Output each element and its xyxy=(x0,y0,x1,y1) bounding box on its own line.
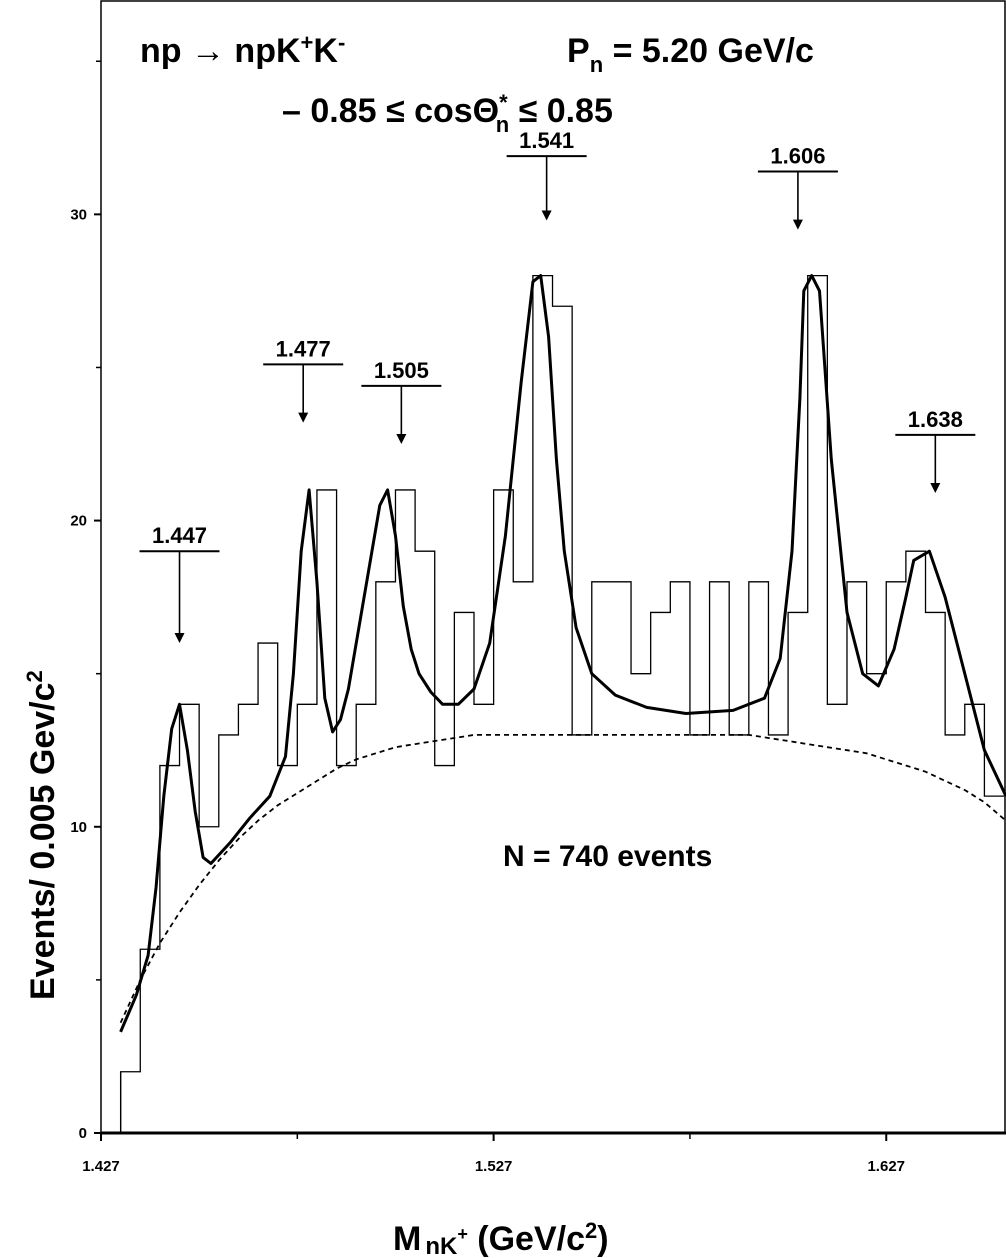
peak-arrow-head xyxy=(298,412,309,423)
x-tick-label: 1.527 xyxy=(475,1158,513,1175)
peak-label: 1.477 xyxy=(276,336,331,361)
axes: 1.427 1.527 1.627 0 10 20 30 xyxy=(70,0,1006,1175)
y-tick-label: 30 xyxy=(70,206,87,223)
peak-label: 1.447 xyxy=(152,523,207,548)
y-axis-title: Events/ 0.005 Gev/c2 xyxy=(22,670,62,1000)
histogram-bins xyxy=(119,274,1005,1133)
x-tick-label: 1.627 xyxy=(867,1158,905,1175)
events-annotation: N = 740 events xyxy=(503,840,712,873)
peak-label: 1.606 xyxy=(770,143,825,168)
fit-curve xyxy=(119,274,1006,1033)
momentum-label: Pn = 5.20 GeV/c xyxy=(567,32,814,77)
peak-label: 1.541 xyxy=(519,128,574,153)
y-tick-label: 10 xyxy=(70,819,87,836)
curves-layer xyxy=(119,274,1006,1033)
histogram-layer xyxy=(119,274,1005,1133)
reaction-label: np → npK+K- xyxy=(140,30,345,70)
y-tick-label: 0 xyxy=(79,1125,87,1142)
peak-arrow-head xyxy=(792,219,803,230)
peak-arrow-head xyxy=(396,434,407,445)
peak-arrow-head xyxy=(541,210,552,221)
angle-cut-label: – 0.85 ≤ cosΘ* n ≤ 0.85 xyxy=(282,90,613,137)
peak-arrow-head xyxy=(174,633,185,644)
y-tick-label: 20 xyxy=(70,513,87,530)
x-tick-label: 1.427 xyxy=(82,1158,120,1175)
peak-arrow-head xyxy=(930,483,941,494)
peak-label: 1.638 xyxy=(908,407,963,432)
peak-markers-layer: 1.447 1.477 1.505 1.541 1.606 1.638 xyxy=(139,128,976,644)
peak-label: 1.505 xyxy=(374,358,429,383)
background-curve xyxy=(119,734,1006,1024)
plot-frame xyxy=(100,0,1006,1134)
